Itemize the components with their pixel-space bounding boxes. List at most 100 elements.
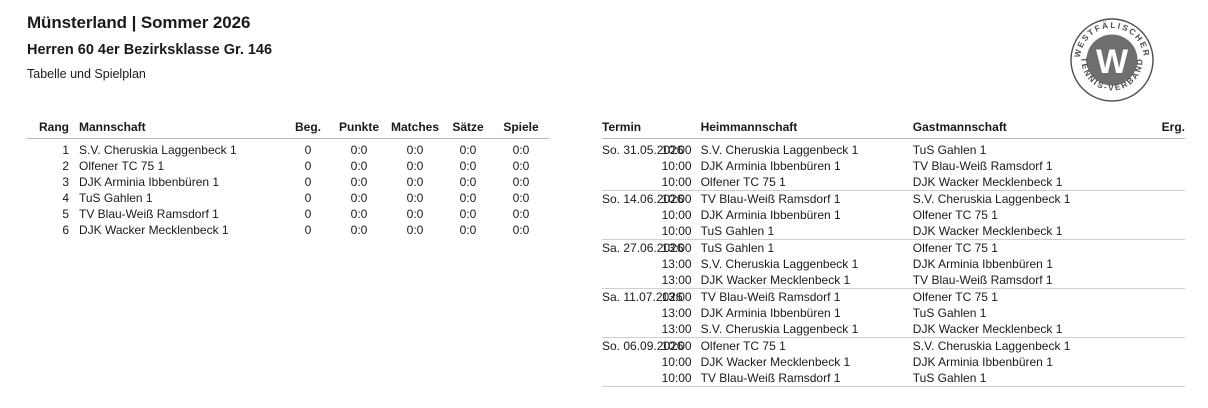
schedule-cell-time: 13:00 [661,306,692,320]
standings-cell-matches: 0:0 [406,207,424,221]
col-erg: Erg. [1116,119,1185,139]
schedule-cell-result [1116,158,1185,174]
standings-cell-saetze: 0:0 [459,207,477,221]
schedule-row: Sa. 11.07.2026 13:00 TV Blau-Weiß Ramsdorf… [602,288,1185,305]
schedule-cell-date [602,207,651,223]
schedule-cell-home: S.V. Cheruskia Laggenbeck 1 [700,257,859,271]
schedule-row: 10:00 TuS Gahlen 1 DJK Wacker Mecklenbeck … [602,223,1185,240]
schedule-row: 10:00 DJK Wacker Mecklenbeck 1 DJK Arminia… [602,354,1185,370]
standings-header-row: Rang Mannschaft Beg. Punkte Matches Sätz… [27,119,549,139]
westfaelischer-tennis-verband-logo: WESTFÄLISCHER TENNIS-VERBAND W [1068,16,1156,104]
schedule-cell-time: 10:00 [661,143,692,157]
schedule-cell-home: DJK Wacker Mecklenbeck 1 [700,273,851,287]
standings-cell-team: TV Blau-Weiß Ramsdorf 1 [79,207,219,221]
schedule-cell-time: 13:00 [651,288,701,305]
schedule-row: 13:00 DJK Arminia Ibbenbüren 1 TuS Gahlen … [602,305,1185,321]
col-termin: Termin [602,119,701,139]
standings-cell-rank: 6 [62,223,69,237]
col-spiele: Spiele [493,119,549,139]
standings-cell-rank: 2 [62,159,69,173]
standings-cell-punkte: 0:0 [350,159,368,173]
col-mannschaft: Mannschaft [79,119,285,139]
schedule-cell-home: DJK Wacker Mecklenbeck 1 [700,355,851,369]
schedule-cell-date [602,370,651,387]
col-beg: Beg. [285,119,331,139]
schedule-cell-home: DJK Arminia Ibbenbüren 1 [700,208,841,222]
schedule-cell-date [602,354,651,370]
schedule-cell-date: Sa. 11.07.2026 [602,288,683,305]
schedule-cell-time: 13:00 [661,273,692,287]
schedule-cell-result [1116,223,1185,240]
schedule-cell-away: TuS Gahlen 1 [912,306,987,320]
schedule-row: Sa. 27.06.2026 13:00 TuS Gahlen 1 Olfener T… [602,239,1185,256]
schedule-cell-away: DJK Arminia Ibbenbüren 1 [912,257,1053,271]
standings-cell-rank: 5 [62,207,69,221]
schedule-cell-home: S.V. Cheruskia Laggenbeck 1 [700,143,859,157]
schedule-row: 10:00 TV Blau-Weiß Ramsdorf 1 TuS Gahlen 1 [602,370,1185,387]
schedule-cell-result [1116,272,1185,289]
page-caption: Tabelle und Spielplan [27,67,146,81]
schedule-cell-home: DJK Arminia Ibbenbüren 1 [700,159,841,173]
standings-cell-saetze: 0:0 [459,175,477,189]
standings-cell-beg: 0 [304,159,312,173]
standings-cell-team: DJK Arminia Ibbenbüren 1 [79,175,220,189]
schedule-cell-result [1116,256,1185,272]
standings-cell-beg: 0 [304,191,312,205]
schedule-cell-away: TV Blau-Weiß Ramsdorf 1 [912,159,1053,173]
schedule-cell-result [1116,370,1185,387]
standings-cell-spiele: 0:0 [512,175,530,189]
schedule-cell-time: 13:00 [661,322,692,336]
standings-cell-team: S.V. Cheruskia Laggenbeck 1 [79,143,237,157]
schedule-cell-result [1116,305,1185,321]
schedule-cell-result [1116,354,1185,370]
schedule-header-row: Termin Heimmannschaft Gastmannschaft Erg… [602,119,1185,139]
schedule-cell-home: TuS Gahlen 1 [700,239,913,256]
standings-cell-saetze: 0:0 [459,223,477,237]
schedule-cell-time: 10:00 [661,175,692,189]
standings-cell-saetze: 0:0 [459,159,477,173]
standings-row: 6 DJK Wacker Mecklenbeck 1 0 0:0 0:0 0:0 0:0 [27,222,549,238]
schedule-cell-away: S.V. Cheruskia Laggenbeck 1 [912,190,1117,207]
schedule-row: 13:00 DJK Wacker Mecklenbeck 1 TV Blau-Wei… [602,272,1185,289]
col-matches: Matches [387,119,443,139]
schedule-cell-time: 10:00 [651,337,701,354]
schedule-cell-date [602,174,651,191]
schedule-cell-home: TV Blau-Weiß Ramsdorf 1 [700,288,913,305]
schedule-cell-time: 10:00 [661,355,692,369]
schedule-row: So. 14.06.2026 10:00 TV Blau-Weiß Ramsdorf… [602,190,1185,207]
standings-row: 5 TV Blau-Weiß Ramsdorf 1 0 0:0 0:0 0:0 0:0 [27,206,549,222]
standings-cell-spiele: 0:0 [512,223,530,237]
schedule-cell-date: So. 14.06.2026 [602,190,684,207]
schedule-cell-result [1116,288,1185,305]
schedule-cell-result [1116,190,1185,207]
schedule-cell-home: TuS Gahlen 1 [700,224,775,238]
schedule-cell-home: TV Blau-Weiß Ramsdorf 1 [700,371,841,385]
schedule-cell-home: DJK Arminia Ibbenbüren 1 [700,306,841,320]
standings-table: Rang Mannschaft Beg. Punkte Matches Sätz… [27,119,549,238]
league-title: Herren 60 4er Bezirksklasse Gr. 146 [27,42,273,58]
schedule-cell-home: Olfener TC 75 1 [700,337,913,354]
standings-cell-spiele: 0:0 [512,159,530,173]
schedule-row: 13:00 S.V. Cheruskia Laggenbeck 1 DJK Armi… [602,256,1185,272]
col-punkte: Punkte [331,119,387,139]
schedule-row: 13:00 S.V. Cheruskia Laggenbeck 1 DJK Wack… [602,321,1185,338]
schedule-table: Termin Heimmannschaft Gastmannschaft Erg… [602,119,1185,403]
standings-cell-spiele: 0:0 [512,191,530,205]
schedule-cell-away: TuS Gahlen 1 [912,371,987,385]
schedule-cell-result [1116,139,1185,159]
standings-body: 1 S.V. Cheruskia Laggenbeck 1 0 0:0 0:0 0:0 0:… [27,139,549,239]
schedule-cell-date: Sa. 27.06.2026 [602,239,684,256]
standings-cell-punkte: 0:0 [350,223,368,237]
schedule-cell-away: DJK Wacker Mecklenbeck 1 [912,322,1063,336]
schedule-cell-away: DJK Arminia Ibbenbüren 1 [912,355,1053,369]
schedule-cell-home: Olfener TC 75 1 [700,175,786,189]
schedule-body: So. 31.05.2026 10:00 S.V. Cheruskia Laggen… [602,139,1185,403]
standings-cell-saetze: 0:0 [459,191,477,205]
schedule-cell-away: Olfener TC 75 1 [912,288,1117,305]
col-heimmannschaft: Heimmannschaft [700,119,913,139]
schedule-header: Termin Heimmannschaft Gastmannschaft Erg… [602,119,1185,139]
schedule-cell-date [602,256,651,272]
schedule-table-end-rule [602,386,1185,403]
schedule-cell-away: DJK Wacker Mecklenbeck 1 [912,175,1063,189]
standings-row: 4 TuS Gahlen 1 0 0:0 0:0 0:0 0:0 [27,190,549,206]
